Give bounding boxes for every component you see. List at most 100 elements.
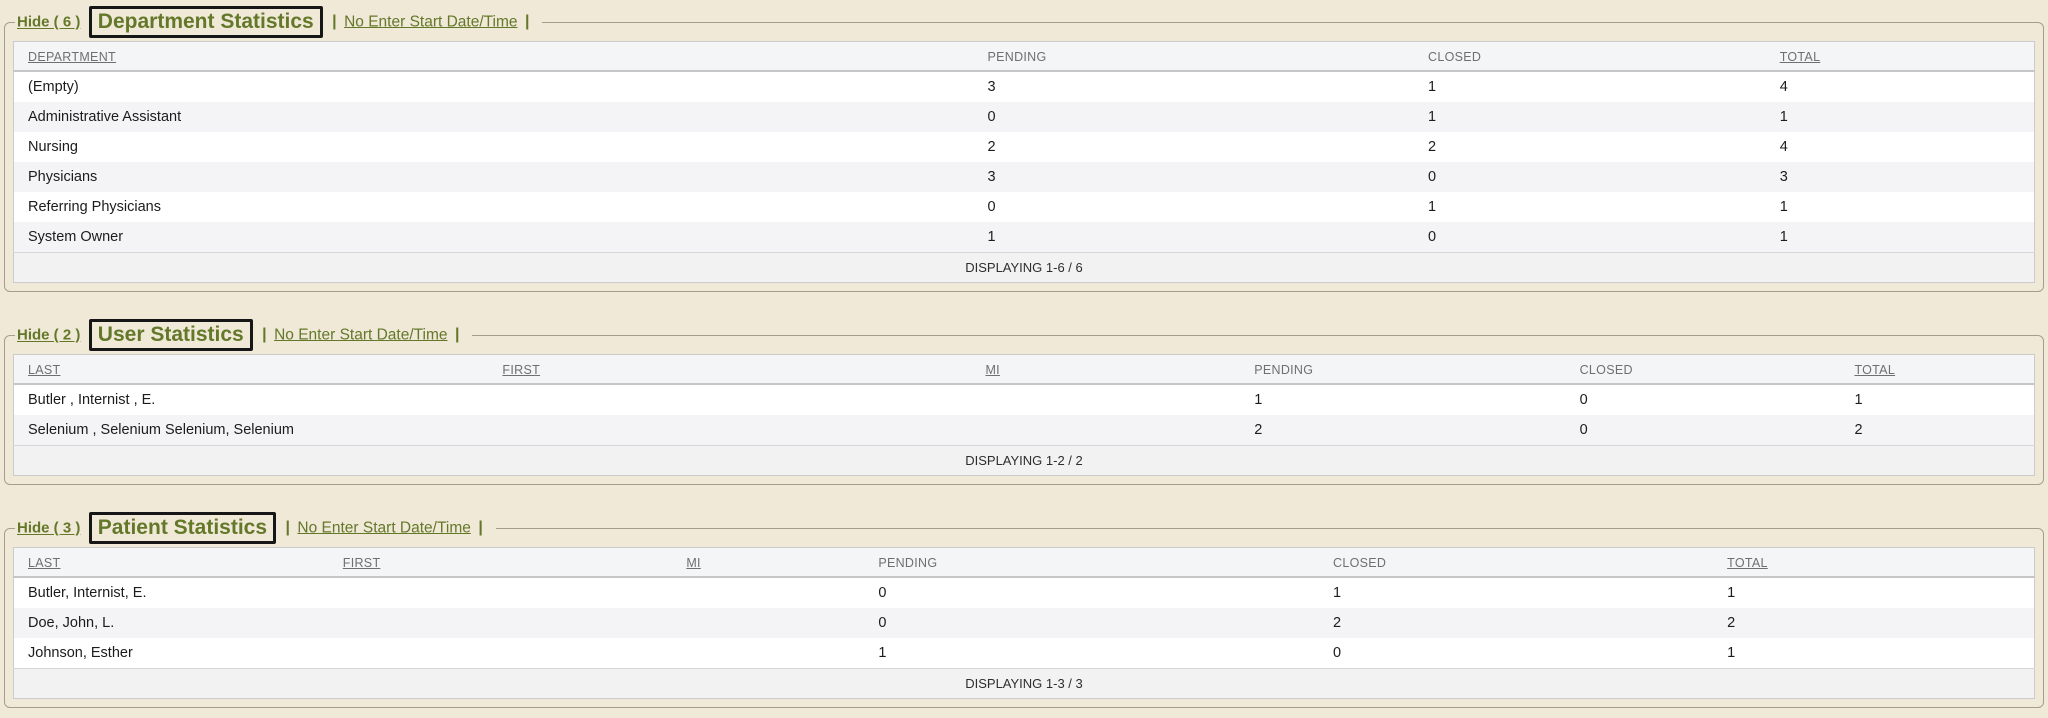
cell-department: (Empty) [28,79,79,96]
cell-pending: 1 [878,645,887,662]
table-row: (Empty) 3 1 4 [14,71,2035,102]
legend-separator: | [524,13,530,31]
cell-mi [672,577,864,608]
no-enter-start-datetime-link[interactable]: No Enter Start Date/Time [344,13,518,31]
column-header-last[interactable]: LAST [13,547,329,579]
cell-total: 1 [1765,102,2035,133]
column-header-mi[interactable]: MI [672,547,865,579]
patient-statistics-section: Hide ( 3 ) Patient Statistics | No Enter… [4,512,2044,709]
paging-status: DISPLAYING 1-2 / 2 [13,445,2035,476]
cell-first [328,608,673,639]
cell-closed: 0 [1333,645,1342,662]
patient-statistics-legend: Hide ( 3 ) Patient Statistics | No Enter… [15,512,496,545]
cell-closed: 1 [1428,79,1437,96]
cell-pending: 3 [973,162,1415,193]
cell-closed: 0 [1579,392,1588,409]
table-row: Butler , Internist , E. 1 0 1 [14,384,2035,415]
cell-first [329,638,673,669]
cell-total: 3 [1765,162,2035,193]
department-statistics-legend: Hide ( 6 ) Department Statistics | No En… [15,6,542,39]
hide-link[interactable]: Hide ( 2 ) [17,326,81,344]
cell-last: Johnson, Esther [28,645,133,662]
hide-link[interactable]: Hide ( 6 ) [17,13,81,31]
department-statistics-section: Hide ( 6 ) Department Statistics | No En… [4,6,2044,293]
paging-status: DISPLAYING 1-6 / 6 [13,252,2035,283]
cell-mi [971,415,1241,446]
cell-pending: 0 [878,585,887,602]
cell-mi [672,608,865,639]
column-header-total[interactable]: TOTAL [1840,354,2035,386]
cell-closed: 2 [1319,608,1714,639]
cell-last: Butler, Internist, E. [28,585,147,602]
section-title: Patient Statistics [88,512,277,545]
cell-pending: 0 [864,608,1320,639]
no-enter-start-datetime-link[interactable]: No Enter Start Date/Time [297,519,471,537]
cell-last: Doe, John, L. [13,608,329,639]
table-row: Butler, Internist, E. 0 1 1 [14,577,2035,608]
cell-department: System Owner [13,222,974,253]
table-footer-row: DISPLAYING 1-3 / 3 [13,668,2035,699]
cell-last: Butler , Internist , E. [28,392,156,409]
cell-pending: 1 [1254,392,1263,409]
user-statistics-section: Hide ( 2 ) User Statistics | No Enter St… [4,319,2044,486]
table-row: Referring Physicians 0 1 1 [14,192,2035,222]
table-header-row: LAST FIRST MI PENDING CLOSED TOTAL [13,354,2035,386]
column-header-first[interactable]: FIRST [488,354,972,386]
legend-separator: | [262,326,267,344]
table-row: Administrative Assistant 0 1 1 [13,102,2035,133]
cell-total: 1 [1779,199,1788,216]
legend-separator: | [478,519,483,537]
cell-closed: 0 [1414,162,1766,193]
cell-closed: 1 [1414,102,1766,133]
column-header-closed: CLOSED [1565,354,1841,386]
column-header-first[interactable]: FIRST [328,547,673,579]
department-statistics-table: DEPARTMENT PENDING CLOSED TOTAL (Empty) … [13,41,2035,284]
table-header-row: DEPARTMENT PENDING CLOSED TOTAL [13,41,2035,73]
cell-closed: 1 [1333,585,1342,602]
cell-total: 2 [1840,415,2035,446]
column-header-pending: PENDING [1240,354,1566,386]
cell-total: 4 [1779,79,1788,96]
cell-pending: 0 [973,102,1415,133]
cell-first [329,577,673,608]
cell-pending: 0 [987,199,996,216]
table-row: Selenium , Selenium Selenium, Selenium 2… [13,415,2035,446]
cell-closed: 2 [1428,139,1437,156]
cell-pending: 1 [973,222,1415,253]
cell-first [488,384,971,415]
section-title: User Statistics [88,319,253,352]
cell-total: 2 [1713,608,2035,639]
cell-department: Administrative Assistant [13,102,974,133]
column-header-closed: CLOSED [1319,547,1714,579]
cell-department: Referring Physicians [28,199,161,216]
cell-department: Physicians [13,162,974,193]
paging-status: DISPLAYING 1-3 / 3 [13,668,2035,699]
hide-link[interactable]: Hide ( 3 ) [17,519,81,537]
section-title: Department Statistics [88,6,323,39]
cell-pending: 2 [1240,415,1566,446]
cell-mi [971,384,1240,415]
no-enter-start-datetime-link[interactable]: No Enter Start Date/Time [274,326,448,344]
cell-mi [672,638,864,669]
column-header-total[interactable]: TOTAL [1765,41,2035,73]
column-header-pending: PENDING [973,41,1415,73]
column-header-last[interactable]: LAST [13,354,489,386]
column-header-mi[interactable]: MI [971,354,1241,386]
column-header-total[interactable]: TOTAL [1713,547,2035,579]
patient-statistics-table: LAST FIRST MI PENDING CLOSED TOTAL Butle… [13,547,2035,700]
cell-total: 1 [1765,222,2035,253]
table-row: Physicians 3 0 3 [13,162,2035,193]
cell-closed: 0 [1414,222,1766,253]
cell-closed: 1 [1428,199,1437,216]
table-header-row: LAST FIRST MI PENDING CLOSED TOTAL [13,547,2035,579]
column-header-closed: CLOSED [1414,41,1766,73]
cell-closed: 0 [1565,415,1841,446]
user-statistics-legend: Hide ( 2 ) User Statistics | No Enter St… [15,319,472,352]
cell-pending: 2 [987,139,996,156]
cell-total: 4 [1779,139,1788,156]
cell-last: Selenium , Selenium Selenium, Selenium [13,415,489,446]
column-header-department[interactable]: DEPARTMENT [13,41,974,73]
legend-separator: | [454,326,460,344]
column-header-pending: PENDING [864,547,1320,579]
legend-separator: | [332,13,337,31]
